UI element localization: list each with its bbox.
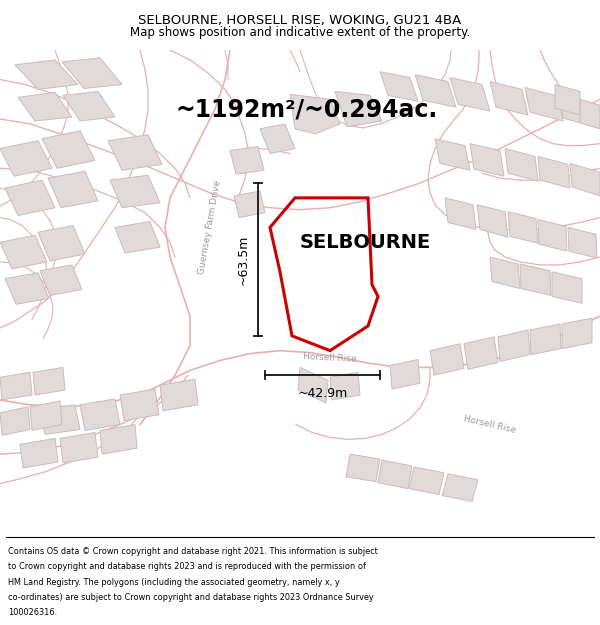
- Polygon shape: [63, 91, 115, 121]
- Text: Horsell Rise: Horsell Rise: [303, 352, 357, 363]
- Polygon shape: [409, 467, 444, 494]
- Polygon shape: [15, 60, 78, 89]
- Polygon shape: [230, 147, 264, 174]
- Polygon shape: [530, 324, 561, 354]
- Polygon shape: [260, 124, 295, 154]
- Polygon shape: [335, 91, 382, 127]
- Polygon shape: [470, 144, 504, 176]
- Polygon shape: [18, 92, 72, 121]
- Polygon shape: [30, 401, 62, 431]
- Polygon shape: [562, 318, 592, 349]
- Polygon shape: [0, 236, 47, 269]
- Polygon shape: [5, 180, 55, 216]
- Text: Horsell Rise: Horsell Rise: [463, 414, 517, 435]
- Polygon shape: [0, 372, 32, 400]
- Polygon shape: [570, 163, 600, 196]
- Text: ~42.9m: ~42.9m: [298, 387, 347, 400]
- Polygon shape: [298, 368, 328, 403]
- Polygon shape: [538, 156, 570, 188]
- Text: SELBOURNE: SELBOURNE: [299, 232, 431, 252]
- Polygon shape: [380, 72, 418, 101]
- Polygon shape: [33, 368, 65, 395]
- Polygon shape: [5, 272, 49, 304]
- Polygon shape: [80, 399, 120, 431]
- Text: HM Land Registry. The polygons (including the associated geometry, namely x, y: HM Land Registry. The polygons (includin…: [8, 578, 340, 586]
- Text: co-ordinates) are subject to Crown copyright and database rights 2023 Ordnance S: co-ordinates) are subject to Crown copyr…: [8, 593, 373, 602]
- Polygon shape: [40, 265, 82, 296]
- Polygon shape: [435, 139, 470, 170]
- Text: Map shows position and indicative extent of the property.: Map shows position and indicative extent…: [130, 26, 470, 39]
- Polygon shape: [60, 432, 98, 463]
- Polygon shape: [508, 212, 538, 243]
- Polygon shape: [62, 58, 122, 89]
- Text: ~63.5m: ~63.5m: [237, 234, 250, 284]
- Polygon shape: [330, 372, 360, 400]
- Text: 100026316.: 100026316.: [8, 608, 57, 618]
- Polygon shape: [520, 264, 551, 296]
- Text: Guernsey Farm Drive: Guernsey Farm Drive: [197, 179, 223, 275]
- Polygon shape: [568, 228, 597, 258]
- Polygon shape: [552, 272, 582, 303]
- Polygon shape: [490, 81, 528, 115]
- Polygon shape: [48, 171, 98, 208]
- Polygon shape: [450, 78, 490, 111]
- Polygon shape: [0, 407, 30, 436]
- Polygon shape: [445, 198, 476, 229]
- Polygon shape: [160, 379, 198, 411]
- Polygon shape: [0, 141, 52, 176]
- Polygon shape: [580, 99, 600, 129]
- Polygon shape: [20, 438, 58, 468]
- Polygon shape: [415, 74, 456, 107]
- Polygon shape: [346, 454, 380, 482]
- Polygon shape: [290, 94, 340, 134]
- Polygon shape: [108, 135, 162, 170]
- Text: SELBOURNE, HORSELL RISE, WOKING, GU21 4BA: SELBOURNE, HORSELL RISE, WOKING, GU21 4B…: [139, 14, 461, 27]
- Polygon shape: [442, 474, 478, 501]
- Polygon shape: [525, 88, 563, 121]
- Polygon shape: [38, 226, 85, 261]
- Polygon shape: [505, 149, 538, 181]
- Polygon shape: [464, 337, 498, 369]
- Text: Contains OS data © Crown copyright and database right 2021. This information is : Contains OS data © Crown copyright and d…: [8, 547, 377, 556]
- Polygon shape: [498, 330, 530, 361]
- Polygon shape: [477, 205, 508, 238]
- Polygon shape: [560, 94, 595, 127]
- Polygon shape: [378, 460, 412, 489]
- Polygon shape: [40, 405, 80, 434]
- Polygon shape: [115, 221, 160, 253]
- Polygon shape: [490, 257, 520, 289]
- Text: ~1192m²/~0.294ac.: ~1192m²/~0.294ac.: [175, 97, 437, 121]
- Polygon shape: [390, 359, 420, 389]
- Polygon shape: [234, 191, 265, 218]
- Polygon shape: [538, 219, 567, 251]
- Polygon shape: [120, 389, 159, 421]
- Polygon shape: [42, 131, 95, 168]
- Polygon shape: [100, 424, 137, 454]
- Text: to Crown copyright and database rights 2023 and is reproduced with the permissio: to Crown copyright and database rights 2…: [8, 562, 365, 571]
- Polygon shape: [430, 344, 464, 375]
- Polygon shape: [110, 175, 160, 208]
- Polygon shape: [555, 84, 580, 115]
